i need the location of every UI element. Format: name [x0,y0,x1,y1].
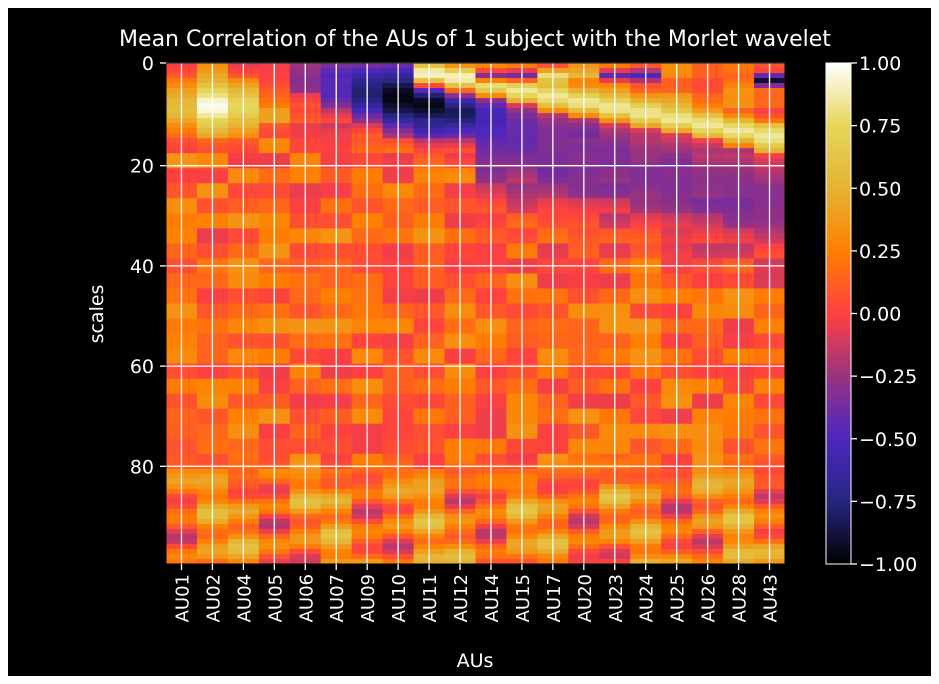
colorbar-tick-label: −0.75 [859,491,917,513]
x-tick-label: AU10 [389,574,410,622]
x-tick-label: AU43 [761,574,782,622]
x-tick-label: AU20 [575,574,596,622]
y-tick-label: 0 [142,53,154,75]
heatmap-plot [165,62,786,565]
colorbar-tick-label: 0.25 [859,241,901,263]
x-tick-label: AU28 [730,574,751,622]
x-tick-label: AU09 [358,574,379,622]
x-tick-label: AU01 [173,574,194,622]
x-axis-label: AUs [457,650,494,672]
x-tick-label: AU26 [699,574,720,622]
colorbar-tick-label: 0.00 [859,304,901,326]
colorbar: 1.00 0.75 0.50 0.25 0.00 −0.25 −0.50 −0.75 −1.00 [825,53,917,576]
colorbar-tick-label: 1.00 [859,53,901,75]
y-tick-label: 20 [130,156,154,178]
y-axis-label: scales [86,285,108,344]
x-tick-label: AU11 [420,574,441,622]
x-tick-label: AU02 [203,574,224,622]
colorbar-tick-label: −1.00 [859,554,917,576]
x-tick-label: AU14 [482,574,503,622]
x-tick-label: AU25 [668,574,689,622]
colorbar-tick-label: 0.50 [859,178,901,200]
y-tick-label: 40 [130,256,154,278]
x-tick-label: AU07 [327,574,348,622]
colorbar-scale [825,62,852,565]
x-tick-label: AU06 [296,574,317,622]
x-tick-label: AU05 [265,574,286,622]
gridlines [166,62,785,564]
x-tick-label: AU15 [513,574,534,622]
x-tick-label: AU12 [451,574,472,622]
chart-title: Mean Correlation of the AUs of 1 subject… [119,27,831,52]
colorbar-tick-label: −0.50 [859,429,917,451]
colorbar-tick-label: −0.25 [859,366,917,388]
y-tick-label: 80 [130,456,154,478]
colorbar-tick-label: 0.75 [859,116,901,138]
x-tick-label: AU17 [544,574,565,622]
colorbar-ticks: 1.00 0.75 0.50 0.25 0.00 −0.25 −0.50 −0.75 −1.00 [851,53,917,576]
x-tick-label: AU23 [606,574,627,622]
x-axis-ticks: AU01 AU02 AU04 AU05 AU06 AU07 AU09 AU10 AU11 AU12… [173,564,782,622]
x-tick-label: AU24 [637,574,658,622]
y-tick-label: 60 [130,356,154,378]
plot-frame [165,62,786,565]
x-tick-label: AU04 [234,574,255,622]
heatmap-cells [166,63,785,564]
y-axis-ticks: 0 20 40 60 80 [130,53,166,478]
